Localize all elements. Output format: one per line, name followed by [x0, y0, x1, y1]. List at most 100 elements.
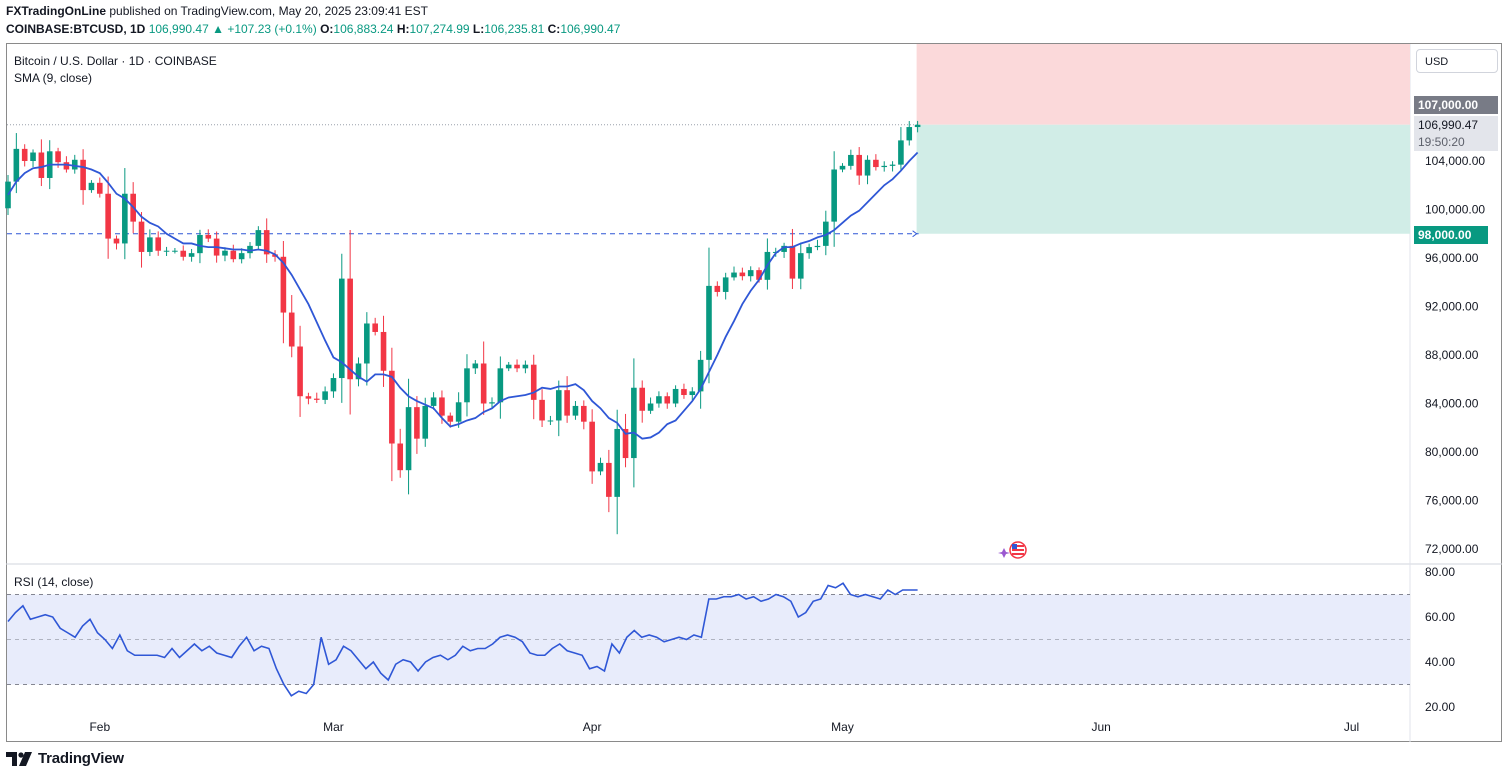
candle [105, 176, 111, 259]
stop-price-tag: 98,000.00 [1414, 226, 1488, 244]
candle [489, 397, 495, 408]
candle-body [823, 221, 829, 246]
candle-body [739, 272, 746, 277]
candle-body [606, 462, 612, 497]
publisher-name: FXTradingOnLine [6, 4, 107, 18]
candle-body [539, 399, 545, 421]
candle-body [622, 428, 629, 459]
candle [581, 400, 587, 430]
candle-body [647, 403, 654, 411]
candle-body [80, 159, 86, 191]
candle-body [898, 140, 904, 165]
currency-button[interactable]: USD [1416, 49, 1498, 73]
candle-body [530, 364, 537, 400]
candle-body [205, 234, 212, 239]
candle-body [514, 364, 520, 369]
candle-body [631, 387, 637, 459]
candle [313, 392, 320, 403]
candle-body [497, 368, 504, 403]
candle-body [472, 363, 479, 369]
candle-body [105, 193, 111, 239]
candle [564, 376, 570, 423]
rsi-axis-label: 20.00 [1425, 700, 1455, 714]
candle [339, 253, 345, 403]
candle [639, 380, 646, 423]
price-axis-label: 96,000.00 [1425, 251, 1479, 265]
candle [472, 360, 479, 374]
candle-body [364, 323, 370, 364]
candle [848, 149, 854, 170]
candle [747, 266, 754, 282]
candle-body [397, 443, 404, 471]
published-text: published on TradingView.com, May 20, 20… [109, 4, 429, 18]
candle [355, 357, 362, 387]
candle-body [639, 387, 646, 411]
candle-body [697, 359, 704, 392]
candle-body [722, 277, 729, 292]
candle-body [180, 250, 187, 257]
candle-body [430, 397, 437, 406]
candle [263, 218, 270, 263]
candle-body [30, 152, 36, 161]
candle [881, 161, 888, 172]
candle [297, 325, 303, 417]
candle-body [122, 193, 128, 244]
us-flag-stripe [1012, 545, 1024, 547]
candle [839, 163, 846, 173]
candle [447, 412, 454, 428]
ohlc-line: COINBASE:BTCUSD, 1D 106,990.47 ▲ +107.23… [6, 22, 620, 36]
candle [71, 154, 78, 174]
candle [280, 240, 287, 344]
candle [731, 266, 737, 281]
price-axis-label: 76,000.00 [1425, 494, 1479, 508]
candle-body [831, 169, 837, 222]
us-flag-stripe [1012, 549, 1024, 551]
target-price-tag: 107,000.00 [1414, 96, 1498, 114]
tradingview-logo-icon [6, 751, 32, 766]
price-axis-label: 92,000.00 [1425, 300, 1479, 314]
candle-body [339, 278, 345, 379]
candle [30, 149, 36, 168]
candle-body [864, 159, 871, 176]
candle [180, 245, 187, 261]
candle [873, 154, 879, 171]
candle-body [305, 396, 312, 399]
candle [288, 295, 295, 358]
candle [514, 359, 520, 373]
rsi-axis-label: 80.00 [1425, 565, 1455, 579]
candle-body [439, 397, 445, 416]
candle-body [522, 364, 529, 369]
symbol-label: COINBASE:BTCUSD, 1D [6, 22, 146, 36]
candle [497, 356, 504, 419]
candle-body [322, 391, 328, 400]
candle-body [238, 253, 245, 260]
open-label: O: [320, 22, 334, 36]
candle [397, 428, 404, 478]
candle [823, 210, 829, 256]
candle-body [781, 245, 787, 252]
price-axis-label: 88,000.00 [1425, 348, 1479, 362]
candle [122, 168, 128, 260]
candle-body [71, 159, 78, 170]
sma-legend[interactable]: SMA (9, close) [14, 71, 93, 85]
candle [80, 149, 86, 205]
candle-body [839, 165, 846, 170]
candle-body [614, 428, 620, 497]
open-value: 106,883.24 [333, 22, 394, 36]
low-label: L: [472, 22, 485, 36]
time-axis-label: Apr [583, 720, 602, 734]
candle [88, 180, 95, 193]
rsi-legend[interactable]: RSI (14, close) [14, 575, 94, 589]
candle-body [681, 388, 687, 396]
candle-body [380, 331, 387, 371]
candle-body [147, 237, 153, 252]
candle-body [547, 420, 554, 422]
candle [305, 392, 312, 405]
candle [706, 247, 712, 384]
candle [856, 147, 862, 185]
time-axis-label: Jun [1092, 720, 1111, 734]
low-value: 106,235.81 [484, 22, 545, 36]
candle-body [138, 221, 145, 252]
tradingview-footer[interactable]: TradingView [6, 750, 124, 767]
